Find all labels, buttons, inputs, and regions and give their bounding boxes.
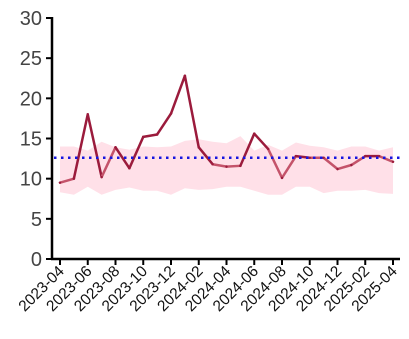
series-segment (114, 146, 131, 170)
x-axis-ticks: 2023-042023-062023-082023-102023-122024-… (16, 259, 401, 315)
series-point (114, 146, 117, 149)
y-tick-label: 20 (20, 88, 42, 110)
series-segment (197, 146, 214, 166)
series-point (128, 167, 131, 170)
series-point (280, 176, 284, 180)
series-point (225, 165, 228, 168)
series-point (294, 154, 298, 158)
series-segment (155, 112, 173, 136)
series-point (183, 74, 187, 78)
series-point (364, 154, 367, 158)
series-segment (183, 74, 200, 149)
series-segment (211, 162, 228, 168)
plot-area (54, 74, 400, 195)
series-point (155, 133, 159, 136)
series-point (322, 156, 325, 159)
series-segment (253, 132, 270, 151)
series-segment (142, 133, 159, 139)
series-segment (100, 146, 117, 179)
y-axis-ticks: 0 5 10 15 20 25 30 (20, 8, 52, 271)
series-segment (128, 135, 145, 170)
series-segment (336, 163, 353, 171)
y-tick-label: 0 (31, 249, 42, 271)
series-point (239, 164, 242, 168)
series-point (197, 146, 200, 149)
series-segment (322, 156, 339, 171)
y-tick-label: 5 (31, 209, 42, 231)
series-point (169, 112, 173, 115)
y-tick-label: 30 (20, 8, 42, 30)
series-segment (169, 74, 187, 115)
series-segment (377, 154, 395, 164)
series-segment (280, 154, 298, 180)
series-point (58, 181, 62, 184)
series-point (142, 135, 145, 139)
series-point (253, 132, 256, 135)
series-point (308, 156, 311, 159)
series-point (377, 154, 381, 158)
series-point (72, 177, 76, 180)
y-tick-label: 25 (20, 48, 42, 70)
series-point (211, 163, 214, 166)
series-point (100, 175, 103, 179)
y-tick-label: 10 (20, 169, 42, 191)
series-point (336, 167, 339, 171)
series-segment (266, 147, 284, 180)
series-segment (58, 177, 76, 184)
series-point (266, 147, 270, 151)
series-point (350, 163, 353, 167)
series-segment (72, 113, 89, 180)
y-tick-label: 15 (20, 129, 42, 151)
series-segment (225, 164, 242, 168)
series-segment (86, 113, 103, 179)
series-point (391, 160, 395, 163)
series-layer (58, 74, 395, 184)
series-segment (239, 132, 256, 168)
series-point (86, 113, 89, 116)
